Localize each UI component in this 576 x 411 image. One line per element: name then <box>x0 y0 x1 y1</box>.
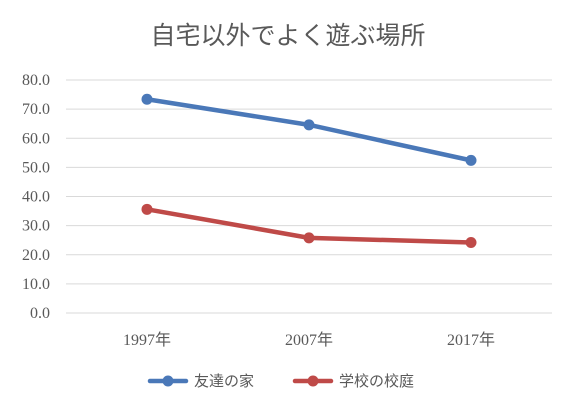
chart-title: 自宅以外でよく遊ぶ場所 <box>150 21 425 50</box>
x-tick-label: 1997年 <box>123 331 171 349</box>
legend-marker <box>162 375 174 387</box>
y-tick-label: 80.0 <box>22 72 50 89</box>
legend-label: 友達の家 <box>194 372 254 390</box>
y-tick-label: 40.0 <box>22 189 50 206</box>
y-tick-label: 70.0 <box>22 101 50 118</box>
data-point <box>141 203 153 215</box>
y-tick-label: 30.0 <box>22 218 50 235</box>
data-point <box>465 154 477 166</box>
data-point <box>303 119 315 131</box>
y-tick-label: 50.0 <box>22 159 50 176</box>
x-axis-ticks: 1997年 2007年 2017年 <box>123 331 495 349</box>
gridlines <box>66 79 552 314</box>
y-tick-label: 10.0 <box>22 276 50 293</box>
y-tick-label: 0.0 <box>30 305 50 322</box>
y-tick-label: 20.0 <box>22 247 50 264</box>
data-point <box>141 93 153 105</box>
data-point <box>465 237 477 249</box>
y-tick-label: 60.0 <box>22 130 50 147</box>
legend: 友達の家 学校の校庭 <box>147 372 414 390</box>
y-axis-ticks: 0.0 10.0 20.0 30.0 40.0 50.0 60.0 70.0 80.0 <box>22 72 50 322</box>
legend-label: 学校の校庭 <box>339 372 414 390</box>
data-point <box>303 232 315 244</box>
series-lines <box>141 93 477 249</box>
legend-marker <box>307 375 319 387</box>
x-tick-label: 2017年 <box>447 331 495 349</box>
x-tick-label: 2007年 <box>285 331 333 349</box>
